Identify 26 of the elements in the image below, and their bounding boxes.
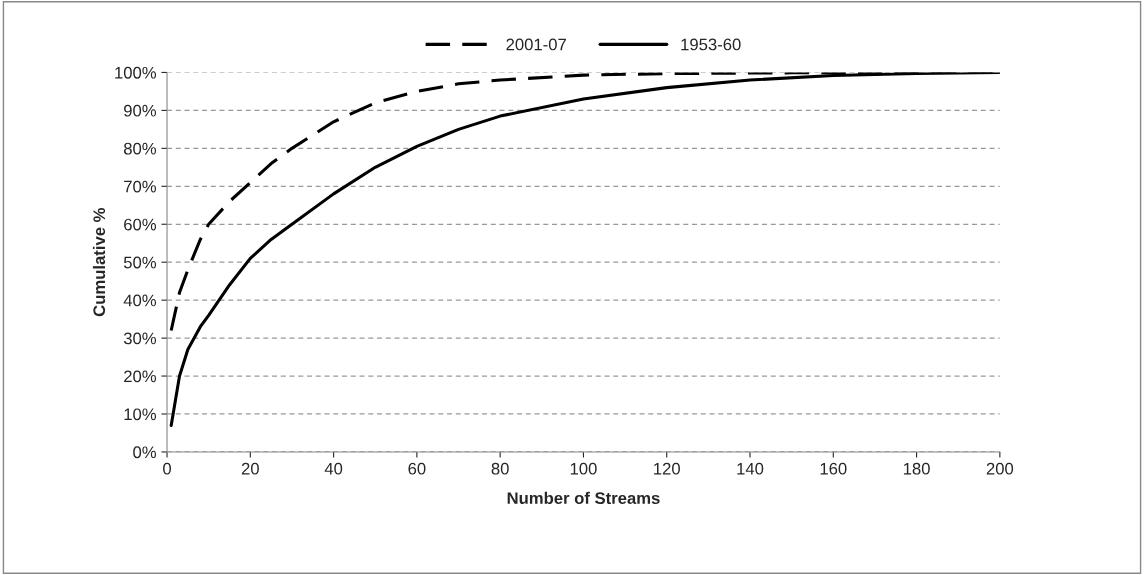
x-tick-label: 20 — [241, 462, 259, 475]
x-tick-label: 0 — [163, 462, 172, 475]
x-axis-title: Number of Streams — [507, 491, 660, 505]
y-tick-label: 100% — [115, 66, 157, 79]
x-tick-label: 200 — [986, 462, 1014, 475]
legend-label: 1953-60 — [681, 38, 741, 51]
x-tick-label: 180 — [903, 462, 930, 475]
x-tick-label: 160 — [820, 462, 847, 475]
y-tick-label: 30% — [123, 332, 157, 345]
y-tick-label: 70% — [124, 180, 157, 193]
x-tick-label: 40 — [324, 462, 343, 475]
y-tick-label: 80% — [123, 142, 157, 155]
x-tick-label: 80 — [491, 462, 509, 475]
y-axis-title: Cumulative % — [92, 207, 106, 317]
y-tick-label: 40% — [123, 294, 157, 307]
legend-label: 2001-07 — [506, 38, 566, 51]
y-tick-label: 90% — [124, 104, 157, 117]
x-tick-label: 100 — [570, 462, 597, 475]
y-tick-label: 0% — [133, 446, 157, 459]
x-tick-label: 140 — [737, 462, 764, 475]
y-tick-label: 60% — [124, 218, 157, 231]
y-tick-label: 50% — [123, 256, 157, 269]
y-tick-label: 20% — [124, 370, 157, 383]
x-tick-label: 120 — [654, 462, 680, 475]
x-tick-label: 60 — [408, 462, 426, 475]
y-tick-label: 10% — [124, 408, 157, 421]
